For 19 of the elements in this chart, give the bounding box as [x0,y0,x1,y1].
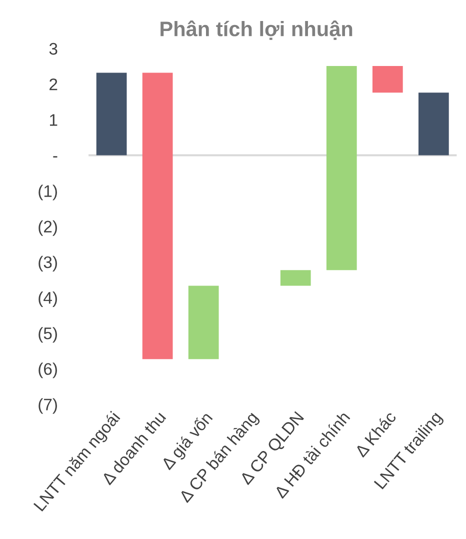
y-tick-label: (4) [38,291,57,308]
bar [418,92,449,156]
y-tick-label: (2) [38,220,57,236]
y-tick-label: (6) [38,362,57,378]
y-tick-label: 1 [50,114,58,126]
bar [372,66,403,93]
y-tick-label: 2 [50,78,58,90]
chart-title: Phân tích lợi nhuận [160,20,352,40]
y-tick-label: - [53,156,58,158]
y-tick-label: (1) [38,184,57,200]
y-tick-label: (7) [38,398,57,414]
bar [96,72,127,156]
bar [326,66,357,270]
bar [280,270,311,286]
bar [142,72,173,360]
bar [188,286,219,360]
y-tick-label: (5) [38,327,57,343]
y-tick-label: (3) [38,256,57,272]
y-tick-label: 3 [49,42,58,55]
